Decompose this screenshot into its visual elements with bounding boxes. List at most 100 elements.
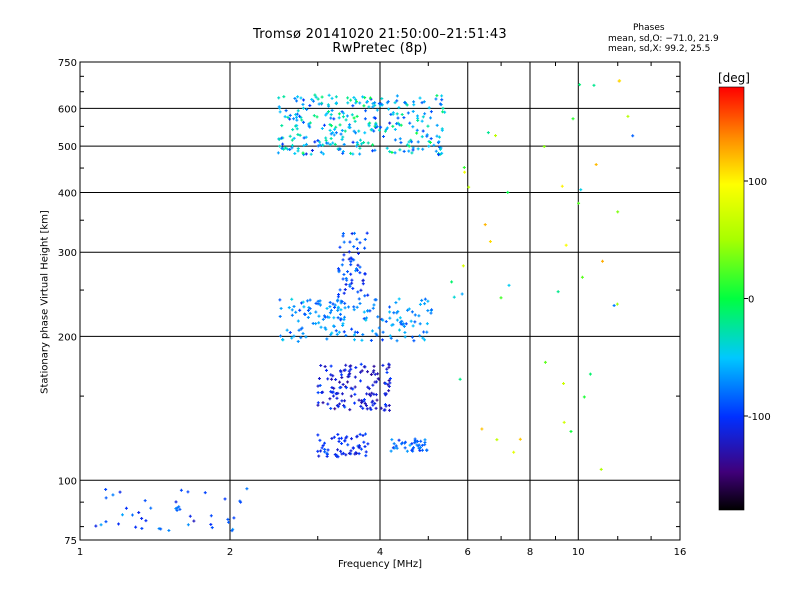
echo-point	[328, 128, 332, 132]
echo-point	[354, 101, 358, 105]
colorbar-tick-label: 100	[748, 177, 767, 188]
echo-point	[149, 506, 153, 510]
echo-point	[292, 334, 296, 338]
echo-point	[295, 99, 299, 103]
echo-point	[376, 372, 380, 376]
echo-point	[341, 277, 345, 281]
echo-point	[209, 514, 213, 518]
echo-point	[288, 113, 292, 117]
echo-point	[280, 124, 284, 128]
echo-point	[329, 308, 333, 312]
echo-point	[363, 272, 367, 276]
echo-point	[438, 147, 442, 151]
echo-point	[358, 101, 362, 105]
echo-point	[280, 136, 284, 140]
echo-point	[592, 83, 596, 87]
echo-point	[423, 338, 427, 342]
echo-point	[359, 370, 363, 374]
echo-point	[364, 318, 368, 322]
echo-point	[332, 435, 336, 439]
echo-point	[434, 149, 438, 153]
echo-point	[365, 407, 369, 411]
echo-point	[323, 365, 327, 369]
echo-point	[354, 267, 358, 271]
echo-point	[355, 305, 359, 309]
echo-point	[437, 140, 441, 144]
echo-point	[507, 283, 511, 287]
echo-point	[301, 151, 305, 155]
echo-point	[327, 315, 331, 319]
y-tick-label: 100	[58, 476, 77, 487]
echo-point	[387, 107, 391, 111]
echo-point	[393, 138, 397, 142]
echo-point	[413, 441, 417, 445]
echo-point	[339, 449, 343, 453]
echo-point	[311, 99, 315, 103]
echo-point	[389, 336, 393, 340]
echo-point	[374, 406, 378, 410]
echo-point	[588, 372, 592, 376]
echo-point	[318, 383, 322, 387]
echo-point	[363, 445, 367, 449]
echo-point	[388, 150, 392, 154]
echo-point	[480, 427, 484, 431]
echo-point	[422, 100, 426, 104]
echo-point	[358, 241, 362, 245]
echo-point	[337, 402, 341, 406]
echo-point	[379, 406, 383, 410]
echo-point	[415, 443, 419, 447]
echo-point	[393, 446, 397, 450]
grid-lines	[80, 62, 680, 540]
echo-point	[420, 298, 424, 302]
y-tick-label: 400	[58, 188, 77, 199]
echo-point	[364, 109, 368, 113]
echo-point	[348, 372, 352, 376]
echo-point	[384, 320, 388, 324]
echo-point	[174, 500, 178, 504]
echo-point	[338, 369, 342, 373]
echo-point	[358, 265, 362, 269]
y-tick-label: 600	[58, 104, 77, 115]
echo-point	[295, 127, 299, 131]
echo-point	[336, 305, 340, 309]
echo-point	[381, 363, 385, 367]
echo-point	[341, 115, 345, 119]
echo-point	[352, 258, 356, 262]
echo-point	[354, 131, 358, 135]
phases-o-mode: mean, sd,O: −71.0, 21.9	[608, 34, 719, 44]
echo-point	[363, 96, 367, 100]
echo-point	[357, 452, 361, 456]
echo-point	[462, 166, 466, 170]
echo-point	[321, 152, 325, 156]
echo-point	[302, 98, 306, 102]
echo-point	[321, 390, 325, 394]
echo-point	[278, 137, 282, 141]
echo-point	[346, 375, 350, 379]
echo-point	[440, 127, 444, 131]
echo-point	[332, 117, 336, 121]
echo-point	[340, 300, 344, 304]
echo-point	[349, 386, 353, 390]
echo-point	[358, 301, 362, 305]
echo-point	[344, 118, 348, 122]
chart-title: Tromsø 20141020 21:50:00–21:51:43	[252, 27, 508, 42]
echo-point	[230, 529, 234, 533]
echo-point	[340, 373, 344, 377]
echo-point	[426, 309, 430, 313]
echo-point	[395, 339, 399, 343]
echo-point	[435, 134, 439, 138]
echo-point	[578, 83, 582, 87]
echo-point	[317, 314, 321, 318]
echo-point	[321, 317, 325, 321]
echo-point	[296, 319, 300, 323]
echo-point	[278, 314, 282, 318]
echo-point	[422, 330, 426, 334]
echo-point	[279, 334, 283, 338]
echo-point	[349, 394, 353, 398]
echo-point	[143, 499, 147, 503]
echo-point	[336, 147, 340, 151]
x-axis-label: Frequency [MHz]	[337, 559, 423, 570]
echo-point	[370, 391, 374, 395]
echo-point	[405, 449, 409, 453]
echo-point	[386, 383, 390, 387]
